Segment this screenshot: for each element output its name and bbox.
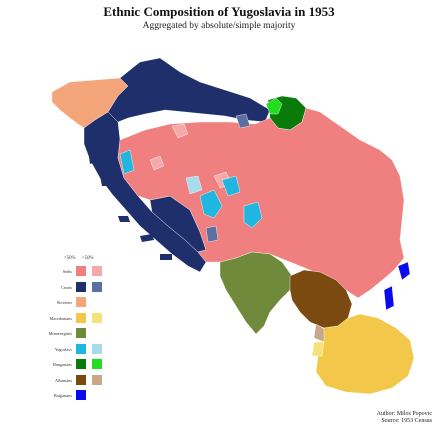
legend-swatch-plurality — [92, 266, 102, 276]
legend-row: Albanians — [34, 374, 114, 386]
region-bulgarian-1 — [397, 261, 411, 281]
legend-label: Hungarians — [52, 362, 72, 367]
legend-row: Hungarians — [34, 359, 114, 370]
legend-swatch-majority — [76, 390, 86, 400]
legend-swatch-majority — [76, 328, 86, 338]
legend-swatch-majority — [76, 343, 86, 354]
region-yugoslav-3 — [221, 175, 241, 197]
region-island-2 — [100, 176, 110, 186]
legend-label: Yugoslavs — [54, 346, 72, 352]
region-island-1 — [88, 148, 96, 164]
legend-row: Yugoslavs — [34, 343, 114, 355]
region-yugoslav-1 — [119, 149, 135, 175]
legend-col-majority: >50% — [64, 256, 76, 261]
region-croatia-north — [107, 57, 271, 123]
legend-swatch-majority — [76, 281, 86, 292]
region-island-3 — [118, 216, 130, 222]
map-title: Ethnic Composition of Yugoslavia in 1953 — [103, 4, 335, 19]
legend-swatch-majority — [76, 266, 86, 276]
legend-row: Croats — [34, 281, 114, 293]
region-bulgarian-2 — [383, 285, 395, 311]
region-island-4 — [140, 234, 154, 242]
region-croat-plurality-1 — [235, 113, 251, 129]
legend-col-plurality: <50% — [82, 256, 94, 261]
legend-swatch-plurality — [92, 281, 102, 292]
legend-swatch-plurality — [92, 359, 102, 369]
region-island-5 — [160, 254, 172, 260]
legend-swatch-majority — [76, 359, 86, 369]
legend-label: Macedonians — [49, 315, 72, 321]
legend-swatch-plurality — [92, 343, 102, 354]
legend-label: Montenegrins — [48, 331, 72, 336]
map-subtitle: Aggregated by absolute/simple majority — [142, 21, 296, 31]
legend-row: Macedonians — [34, 312, 114, 324]
legend-label: Bulgarians — [53, 393, 72, 398]
legend-swatch-majority — [76, 297, 86, 307]
legend-row: Slovenes — [34, 297, 114, 308]
credits: Author: Milos Popovic Source: 1953 Censu… — [377, 411, 432, 425]
legend-header: >50% <50% — [64, 256, 114, 262]
region-montenegro — [219, 251, 293, 335]
region-macedonia — [315, 313, 415, 395]
region-yugoslav-plurality — [185, 175, 203, 195]
legend-row: Montenegrins — [34, 328, 114, 339]
legend-swatch-plurality — [92, 374, 102, 385]
legend-label: Slovenes — [56, 300, 72, 305]
region-serb-plurality-3 — [149, 155, 165, 171]
legend-label: Serbs — [62, 269, 72, 274]
region-croat-plurality-2 — [205, 225, 219, 243]
region-serb-plurality-1 — [171, 123, 189, 139]
region-serbia — [117, 107, 405, 299]
legend-row: Serbs — [34, 266, 114, 277]
source-text: Source: 1953 Census — [381, 418, 432, 424]
author-text: Author: Milos Popovic — [376, 411, 432, 417]
legend-label: Croats — [61, 284, 72, 290]
legend-swatch-majority — [76, 374, 86, 385]
legend-swatch-majority — [76, 312, 86, 323]
region-hungarian-plurality — [265, 97, 283, 115]
legend-swatch-plurality — [92, 312, 102, 323]
region-yugoslav-4 — [243, 201, 263, 229]
region-macedonian-plurality — [311, 341, 325, 357]
region-yugoslav-2 — [199, 189, 223, 219]
legend-row: Bulgarians — [34, 390, 114, 401]
legend-label: Albanians — [55, 377, 72, 383]
